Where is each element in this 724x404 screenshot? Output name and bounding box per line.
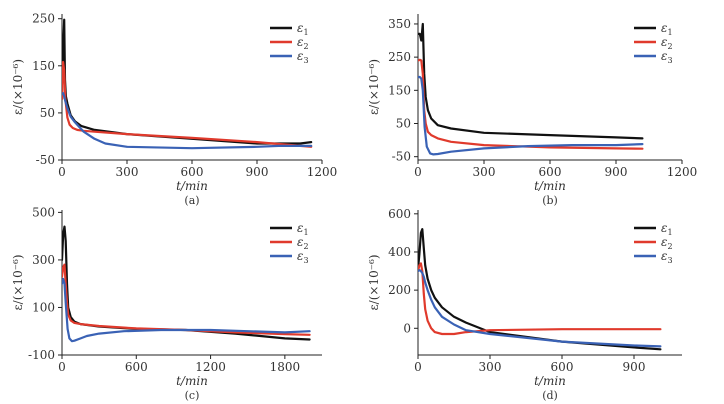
legend-label-ε1: ε1	[297, 21, 309, 37]
legend-label-ε1: ε1	[661, 21, 673, 37]
y-axis-label: ε/(×10⁻⁶)	[11, 59, 25, 115]
y-tick-label: 50	[40, 106, 55, 120]
x-tick-label: 0	[414, 165, 422, 179]
y-tick-label: 250	[388, 50, 411, 64]
legend-label-ε3: ε3	[297, 49, 309, 65]
panel-label: (a)	[184, 194, 199, 207]
x-tick-label: 1200	[667, 165, 698, 179]
y-tick-label: 500	[32, 205, 55, 219]
x-tick-label: 300	[473, 165, 496, 179]
y-tick-label: 100	[32, 300, 55, 314]
panel-label: (c)	[185, 389, 200, 402]
legend-label-ε2: ε2	[297, 35, 309, 51]
series-line-ε2	[418, 58, 644, 150]
series-line-ε3	[62, 91, 313, 150]
panel-d: 0 300 600 9000200400600t/minε/(×10⁻⁶)(d)ε1ε…	[367, 207, 682, 402]
x-tick-label: 300	[479, 360, 502, 374]
y-axis-label: ε/(×10⁻⁶)	[367, 59, 381, 115]
legend-label-ε3: ε3	[297, 249, 309, 265]
panel-c: 0 600 1200 1800 -100 100 300 500 t/min ε/(×10⁻⁶) (…	[11, 205, 322, 402]
panel-label: (b)	[542, 194, 558, 207]
legend-label-ε2: ε2	[661, 235, 673, 251]
legend-label-ε3: ε3	[661, 49, 673, 65]
y-tick-label: 250	[32, 12, 55, 26]
legend-label-ε3: ε3	[661, 249, 673, 265]
x-tick-label: 600	[551, 360, 574, 374]
y-tick-label: 350	[388, 17, 411, 31]
x-axis-label: t/min	[176, 179, 208, 193]
y-tick-label: 600	[388, 207, 411, 221]
series-line-ε1	[418, 22, 644, 140]
x-tick-label: 0	[58, 165, 66, 179]
y-tick-label: 150	[388, 83, 411, 97]
x-tick-label: 1800	[270, 360, 301, 374]
x-tick-label: 600	[539, 165, 562, 179]
series-line-ε3	[62, 277, 311, 343]
series-line-ε2	[62, 60, 313, 148]
x-tick-label: 1200	[195, 360, 226, 374]
panel-b: 0 300 600 900 1200 -50 50 150 250 350 t/min ε/(×10⁻…	[367, 14, 697, 207]
x-tick-label: 900	[246, 165, 269, 179]
legend-label-ε1: ε1	[297, 221, 309, 237]
y-tick-label: 150	[32, 59, 55, 73]
panel-label: (d)	[542, 389, 558, 402]
x-axis-label: t/min	[176, 374, 208, 388]
series-line-ε2	[418, 262, 662, 336]
y-tick-label: 50	[396, 117, 411, 131]
x-tick-label: 900	[605, 165, 628, 179]
x-tick-label: 600	[125, 360, 148, 374]
y-tick-label: 0	[403, 321, 411, 335]
y-tick-label: 400	[388, 245, 411, 259]
x-tick-label: 0	[414, 360, 422, 374]
x-tick-label: 1200	[307, 165, 338, 179]
legend-label-ε1: ε1	[661, 221, 673, 237]
y-tick-label: -100	[28, 348, 55, 362]
x-tick-label: 300	[116, 165, 139, 179]
series-line-ε1	[418, 228, 662, 351]
y-axis-label: ε/(×10⁻⁶)	[367, 254, 381, 310]
y-tick-label: -50	[392, 150, 411, 164]
y-tick-label: 300	[32, 253, 55, 267]
x-tick-label: 0	[58, 360, 66, 374]
y-axis-label: ε/(×10⁻⁶)	[11, 254, 25, 310]
series-line-ε1	[62, 225, 311, 341]
legend-label-ε2: ε2	[661, 35, 673, 51]
x-tick-label: 600	[181, 165, 204, 179]
series-line-ε1	[62, 18, 313, 145]
series-line-ε3	[418, 269, 662, 348]
series-line-ε2	[62, 263, 311, 336]
y-tick-label: -50	[36, 153, 55, 167]
x-tick-label: 900	[623, 360, 646, 374]
series-line-ε3	[418, 75, 644, 156]
x-axis-label: t/min	[534, 374, 566, 388]
panel-a: 0 300 600 900 1200 -50 50 150 250 t/min ε/(×10⁻⁶) (…	[11, 12, 337, 207]
y-tick-label: 200	[388, 283, 411, 297]
legend-label-ε2: ε2	[297, 235, 309, 251]
x-axis-label: t/min	[534, 179, 566, 193]
